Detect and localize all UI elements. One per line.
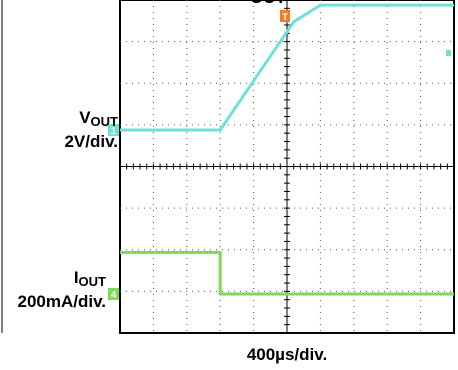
vout-label: VOUT 2V/div.	[40, 108, 118, 152]
iout-label: IOUT 200mA/div.	[0, 268, 106, 312]
vout-name: V	[79, 108, 91, 127]
trigger-marker: T	[280, 10, 290, 22]
right-edge-marker	[446, 50, 451, 56]
iout-scale: 200mA/div.	[17, 292, 106, 311]
trigger-marker-text: T	[282, 12, 288, 22]
time-scale-label: 400µs/div.	[246, 345, 328, 364]
iout-marker: 4	[108, 288, 119, 301]
vout-marker: 1	[108, 124, 119, 137]
iout-subscript: OUT	[78, 274, 106, 289]
vout-trace	[120, 3, 454, 132]
vout-marker-text: 1	[111, 126, 117, 137]
iout-name: I	[73, 268, 79, 287]
iout-marker-text: 4	[111, 290, 117, 301]
iout-trace	[120, 250, 454, 296]
vout-marker-box	[108, 124, 119, 136]
top-label: OUT	[250, 0, 286, 8]
vout-subscript: OUT	[90, 114, 118, 129]
trigger-marker-box	[280, 10, 290, 22]
markers: 1 4 T	[108, 10, 451, 301]
iout-marker-box	[108, 288, 119, 300]
traces	[120, 3, 454, 296]
vout-scale: 2V/div.	[64, 132, 118, 151]
